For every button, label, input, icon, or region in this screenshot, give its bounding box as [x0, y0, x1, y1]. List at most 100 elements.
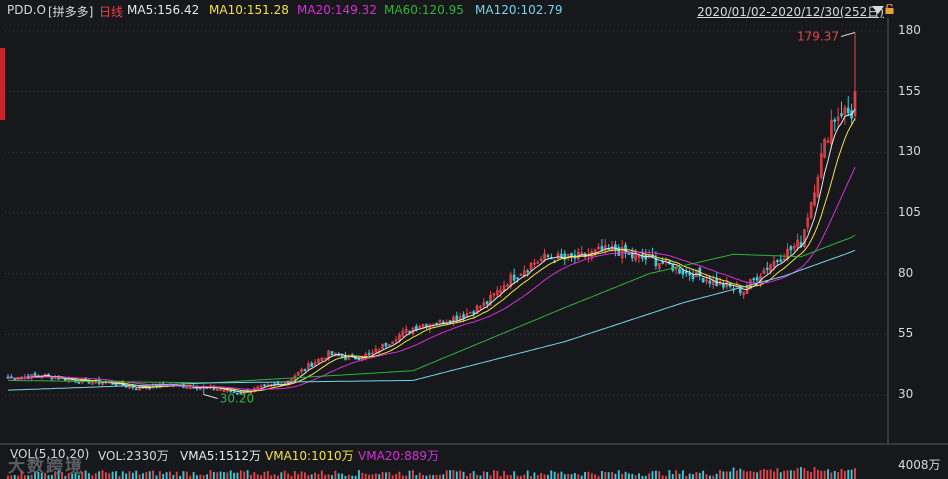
- volume-bar: [759, 470, 762, 479]
- volume-bar: [793, 470, 796, 479]
- candle-body: [404, 328, 408, 333]
- volume-bar: [543, 474, 546, 479]
- volume-bar: [671, 474, 674, 479]
- volume-bar: [553, 471, 556, 479]
- volume-bar: [385, 472, 387, 479]
- volume-bar: [843, 470, 846, 479]
- candle-body: [330, 351, 334, 356]
- candle-body: [603, 245, 607, 251]
- candle-body: [762, 269, 766, 274]
- volume-bar: [398, 471, 401, 479]
- annotations: 179.37 30.20: [203, 30, 856, 406]
- candle-body: [408, 330, 411, 333]
- candle-body: [684, 271, 688, 274]
- volume-bar: [71, 473, 74, 479]
- volume-bar: [418, 472, 421, 479]
- volume-bar: [712, 475, 715, 479]
- candle-body: [512, 274, 516, 281]
- volume-bar: [489, 475, 492, 479]
- volume-bar: [91, 475, 94, 479]
- candle-body: [661, 261, 664, 264]
- candle-body: [485, 301, 489, 305]
- volume-bar: [439, 474, 441, 479]
- volume-bar: [293, 471, 296, 479]
- candle-body: [401, 330, 405, 337]
- candle-body: [526, 270, 530, 273]
- volume-bar: [256, 474, 259, 479]
- volume-bar: [459, 470, 462, 479]
- volume-bar: [233, 472, 236, 479]
- volume-bar: [705, 474, 708, 479]
- volume-bar: [506, 474, 509, 479]
- candle-body: [776, 260, 779, 263]
- volume-bar: [364, 473, 367, 479]
- date-range[interactable]: 2020/01/02-2020/12/30(252日): [697, 5, 884, 19]
- candle-body: [803, 229, 806, 248]
- vol-value: VOL:2330万: [98, 449, 169, 463]
- candle-body: [313, 362, 317, 367]
- volume-bar: [108, 473, 111, 479]
- volume-bar: [395, 473, 397, 479]
- volume-bar: [40, 473, 43, 479]
- volume-bar: [800, 467, 802, 479]
- volume-bar: [260, 475, 263, 479]
- volume-bar: [530, 475, 532, 479]
- volume-bar: [118, 475, 121, 479]
- volume-bar: [432, 475, 435, 479]
- side-tab[interactable]: [0, 48, 5, 120]
- volume-bar: [324, 474, 327, 479]
- volume-bar: [327, 474, 330, 479]
- candle-body: [529, 262, 533, 271]
- volume-bar: [557, 473, 559, 479]
- low-pointer: [203, 394, 218, 399]
- volume-bar: [20, 470, 23, 479]
- candle-body: [438, 319, 442, 323]
- candle-body: [185, 386, 189, 389]
- volume-bar: [854, 468, 856, 479]
- volume-bar: [192, 472, 195, 479]
- volume-bar: [715, 473, 718, 479]
- candle-body: [792, 245, 796, 249]
- volume-bar: [472, 471, 475, 479]
- grid-lines: [0, 18, 948, 445]
- volume-bar: [749, 471, 752, 479]
- candle-body: [239, 392, 243, 395]
- volume-bar: [725, 471, 728, 479]
- candle-body: [472, 311, 476, 315]
- volume-bar: [665, 475, 667, 479]
- volume-bar: [155, 475, 158, 479]
- volume-bar: [263, 471, 266, 479]
- volume-bar: [162, 473, 165, 479]
- y-tick-label: 80: [898, 265, 914, 280]
- candle-body: [786, 248, 789, 261]
- volume-bar: [442, 474, 445, 479]
- candle-body: [779, 259, 783, 263]
- volume-bar: [526, 470, 529, 479]
- volume-bar: [138, 474, 141, 479]
- volume-bar: [23, 475, 26, 479]
- volume-bar: [681, 470, 684, 479]
- volume-bar: [587, 471, 590, 479]
- volume-bar: [708, 475, 711, 479]
- volume-bar: [462, 471, 465, 479]
- candle-body: [543, 253, 546, 260]
- dropdown-icon[interactable]: [872, 6, 884, 14]
- volume-bar: [796, 468, 799, 479]
- volume-bar: [314, 472, 317, 479]
- volume-bar: [374, 473, 377, 479]
- volume-bar: [486, 472, 489, 479]
- volume-bar: [10, 475, 13, 479]
- ma60-legend: MA60:120.95: [384, 3, 464, 17]
- volume-bar: [746, 471, 748, 479]
- volume-bar: [320, 470, 323, 479]
- volume-bar: [452, 470, 455, 479]
- volume-bar: [773, 471, 775, 479]
- volume-bar: [580, 475, 583, 479]
- candle-body: [519, 273, 523, 276]
- volume-bar: [175, 471, 178, 479]
- volume-bar: [37, 472, 40, 479]
- candle-body: [394, 339, 398, 342]
- candle-body: [462, 314, 465, 319]
- lock-icon[interactable]: [885, 4, 894, 14]
